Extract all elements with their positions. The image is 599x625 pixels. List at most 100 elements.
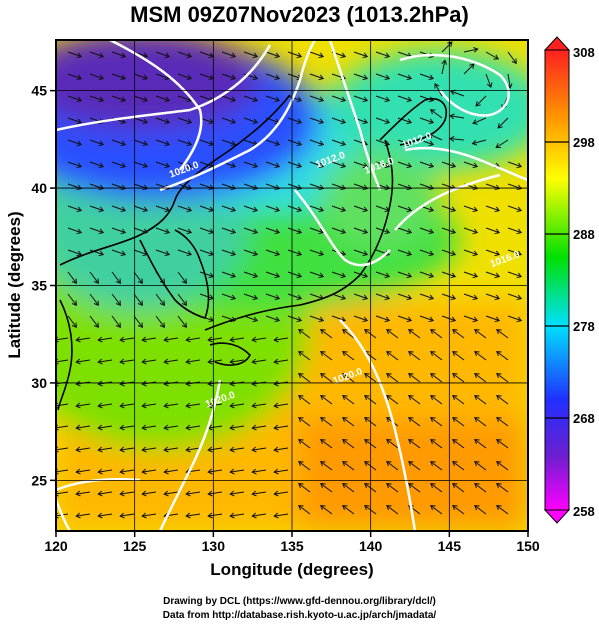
streamline-arrowhead	[362, 294, 369, 301]
streamline-arrowhead	[142, 52, 149, 59]
streamline-segment	[133, 315, 143, 328]
streamline-arrowhead	[474, 329, 480, 335]
streamline-segment	[243, 271, 258, 278]
streamline-segment	[76, 337, 91, 341]
streamline-segment	[155, 249, 170, 256]
streamline-segment	[452, 329, 465, 339]
streamline-segment	[353, 249, 368, 256]
streamline-segment	[142, 513, 157, 517]
streamline-segment	[298, 329, 311, 339]
x-tick-label: 140	[359, 538, 383, 554]
streamline-segment	[199, 139, 214, 146]
streamline-segment	[441, 249, 456, 256]
streamline-arrowhead	[141, 402, 147, 409]
streamline-arrowhead	[120, 250, 127, 257]
streamline-segment	[452, 417, 465, 427]
streamline-arrowhead	[141, 336, 147, 343]
streamline-arrowhead	[342, 483, 348, 489]
streamline-segment	[111, 73, 126, 80]
streamline-segment	[408, 439, 421, 449]
streamline-arrowhead	[251, 380, 257, 387]
streamline-segment	[497, 117, 509, 129]
streamline-segment	[419, 227, 434, 234]
streamline-segment	[375, 95, 390, 102]
streamline-segment	[177, 205, 192, 212]
streamline-arrowhead	[273, 358, 279, 365]
streamline-arrowhead	[408, 351, 414, 357]
streamline-arrowhead	[364, 395, 370, 401]
streamline-segment	[243, 51, 258, 58]
streamline-segment	[265, 95, 280, 102]
streamline-segment	[298, 483, 311, 493]
streamline-segment	[274, 469, 289, 473]
streamline-arrowhead	[434, 82, 440, 89]
streamline-segment	[252, 447, 267, 451]
streamline-segment	[98, 491, 113, 495]
streamline-segment	[208, 447, 223, 451]
streamline-arrowhead	[318, 294, 325, 301]
streamline-segment	[386, 483, 399, 493]
streamline-arrowhead	[137, 322, 143, 328]
streamline-arrowhead	[364, 505, 370, 511]
streamline-segment	[142, 337, 157, 341]
streamline-segment	[67, 51, 82, 58]
streamline-segment	[89, 205, 104, 212]
streamline-arrowhead	[452, 417, 458, 423]
streamline-arrowhead	[207, 490, 213, 497]
streamline-segment	[331, 117, 346, 124]
streamline-segment	[177, 51, 192, 58]
streamline-arrowhead	[386, 395, 392, 401]
streamline-arrowhead	[494, 184, 501, 191]
streamline-arrowhead	[252, 206, 259, 213]
streamline-arrowhead	[318, 250, 325, 257]
streamline-segment	[397, 139, 412, 146]
streamline-segment	[76, 447, 91, 451]
streamline-segment	[434, 83, 443, 97]
streamline-segment	[441, 161, 456, 168]
streamline-segment	[375, 161, 390, 168]
streamline-segment	[450, 138, 465, 141]
streamline-arrowhead	[141, 490, 147, 497]
streamline-arrowhead	[274, 96, 281, 103]
streamline-segment	[397, 227, 412, 234]
page-title: MSM 09Z07Nov2023 (1013.2hPa)	[130, 2, 469, 27]
streamline-arrowhead	[318, 184, 325, 191]
streamline-segment	[309, 293, 324, 300]
streamline-segment	[298, 461, 311, 471]
streamline-segment	[320, 351, 333, 361]
streamline-segment	[111, 293, 121, 306]
streamline-arrowhead	[340, 272, 347, 279]
credit-data: Data from http://database.rish.kyoto-u.a…	[162, 610, 437, 621]
streamline-segment	[155, 161, 170, 168]
streamline-arrowhead	[472, 162, 479, 169]
streamline-segment	[164, 359, 179, 363]
streamline-arrowhead	[273, 512, 279, 519]
streamline-segment	[164, 447, 179, 451]
streamline-segment	[287, 51, 302, 58]
streamline-arrowhead	[320, 417, 326, 423]
streamline-segment	[177, 95, 192, 102]
streamline-arrowhead	[384, 294, 391, 301]
streamline-segment	[287, 161, 302, 168]
streamline-arrowhead	[119, 424, 125, 431]
streamline-arrowhead	[97, 490, 103, 497]
streamline-arrowhead	[229, 380, 235, 387]
streamline-arrowhead	[76, 184, 83, 191]
streamline-segment	[221, 95, 236, 102]
streamline-arrowhead	[273, 402, 279, 409]
streamline-arrowhead	[230, 206, 237, 213]
streamline-arrowhead	[185, 358, 191, 365]
streamline-arrowhead	[430, 351, 436, 357]
streamline-segment	[353, 315, 368, 322]
streamline-arrowhead	[342, 461, 348, 467]
streamline-segment	[208, 337, 223, 341]
streamline-arrowhead	[76, 162, 83, 169]
x-axis-label: Longitude (degrees)	[210, 560, 373, 579]
streamline-arrowhead	[298, 439, 304, 445]
streamline-segment	[320, 329, 333, 339]
streamline-arrowhead	[428, 272, 435, 279]
streamline-segment	[375, 227, 390, 234]
streamline-arrowhead	[120, 140, 127, 147]
streamline-segment	[199, 249, 214, 256]
streamline-segment	[120, 447, 135, 451]
